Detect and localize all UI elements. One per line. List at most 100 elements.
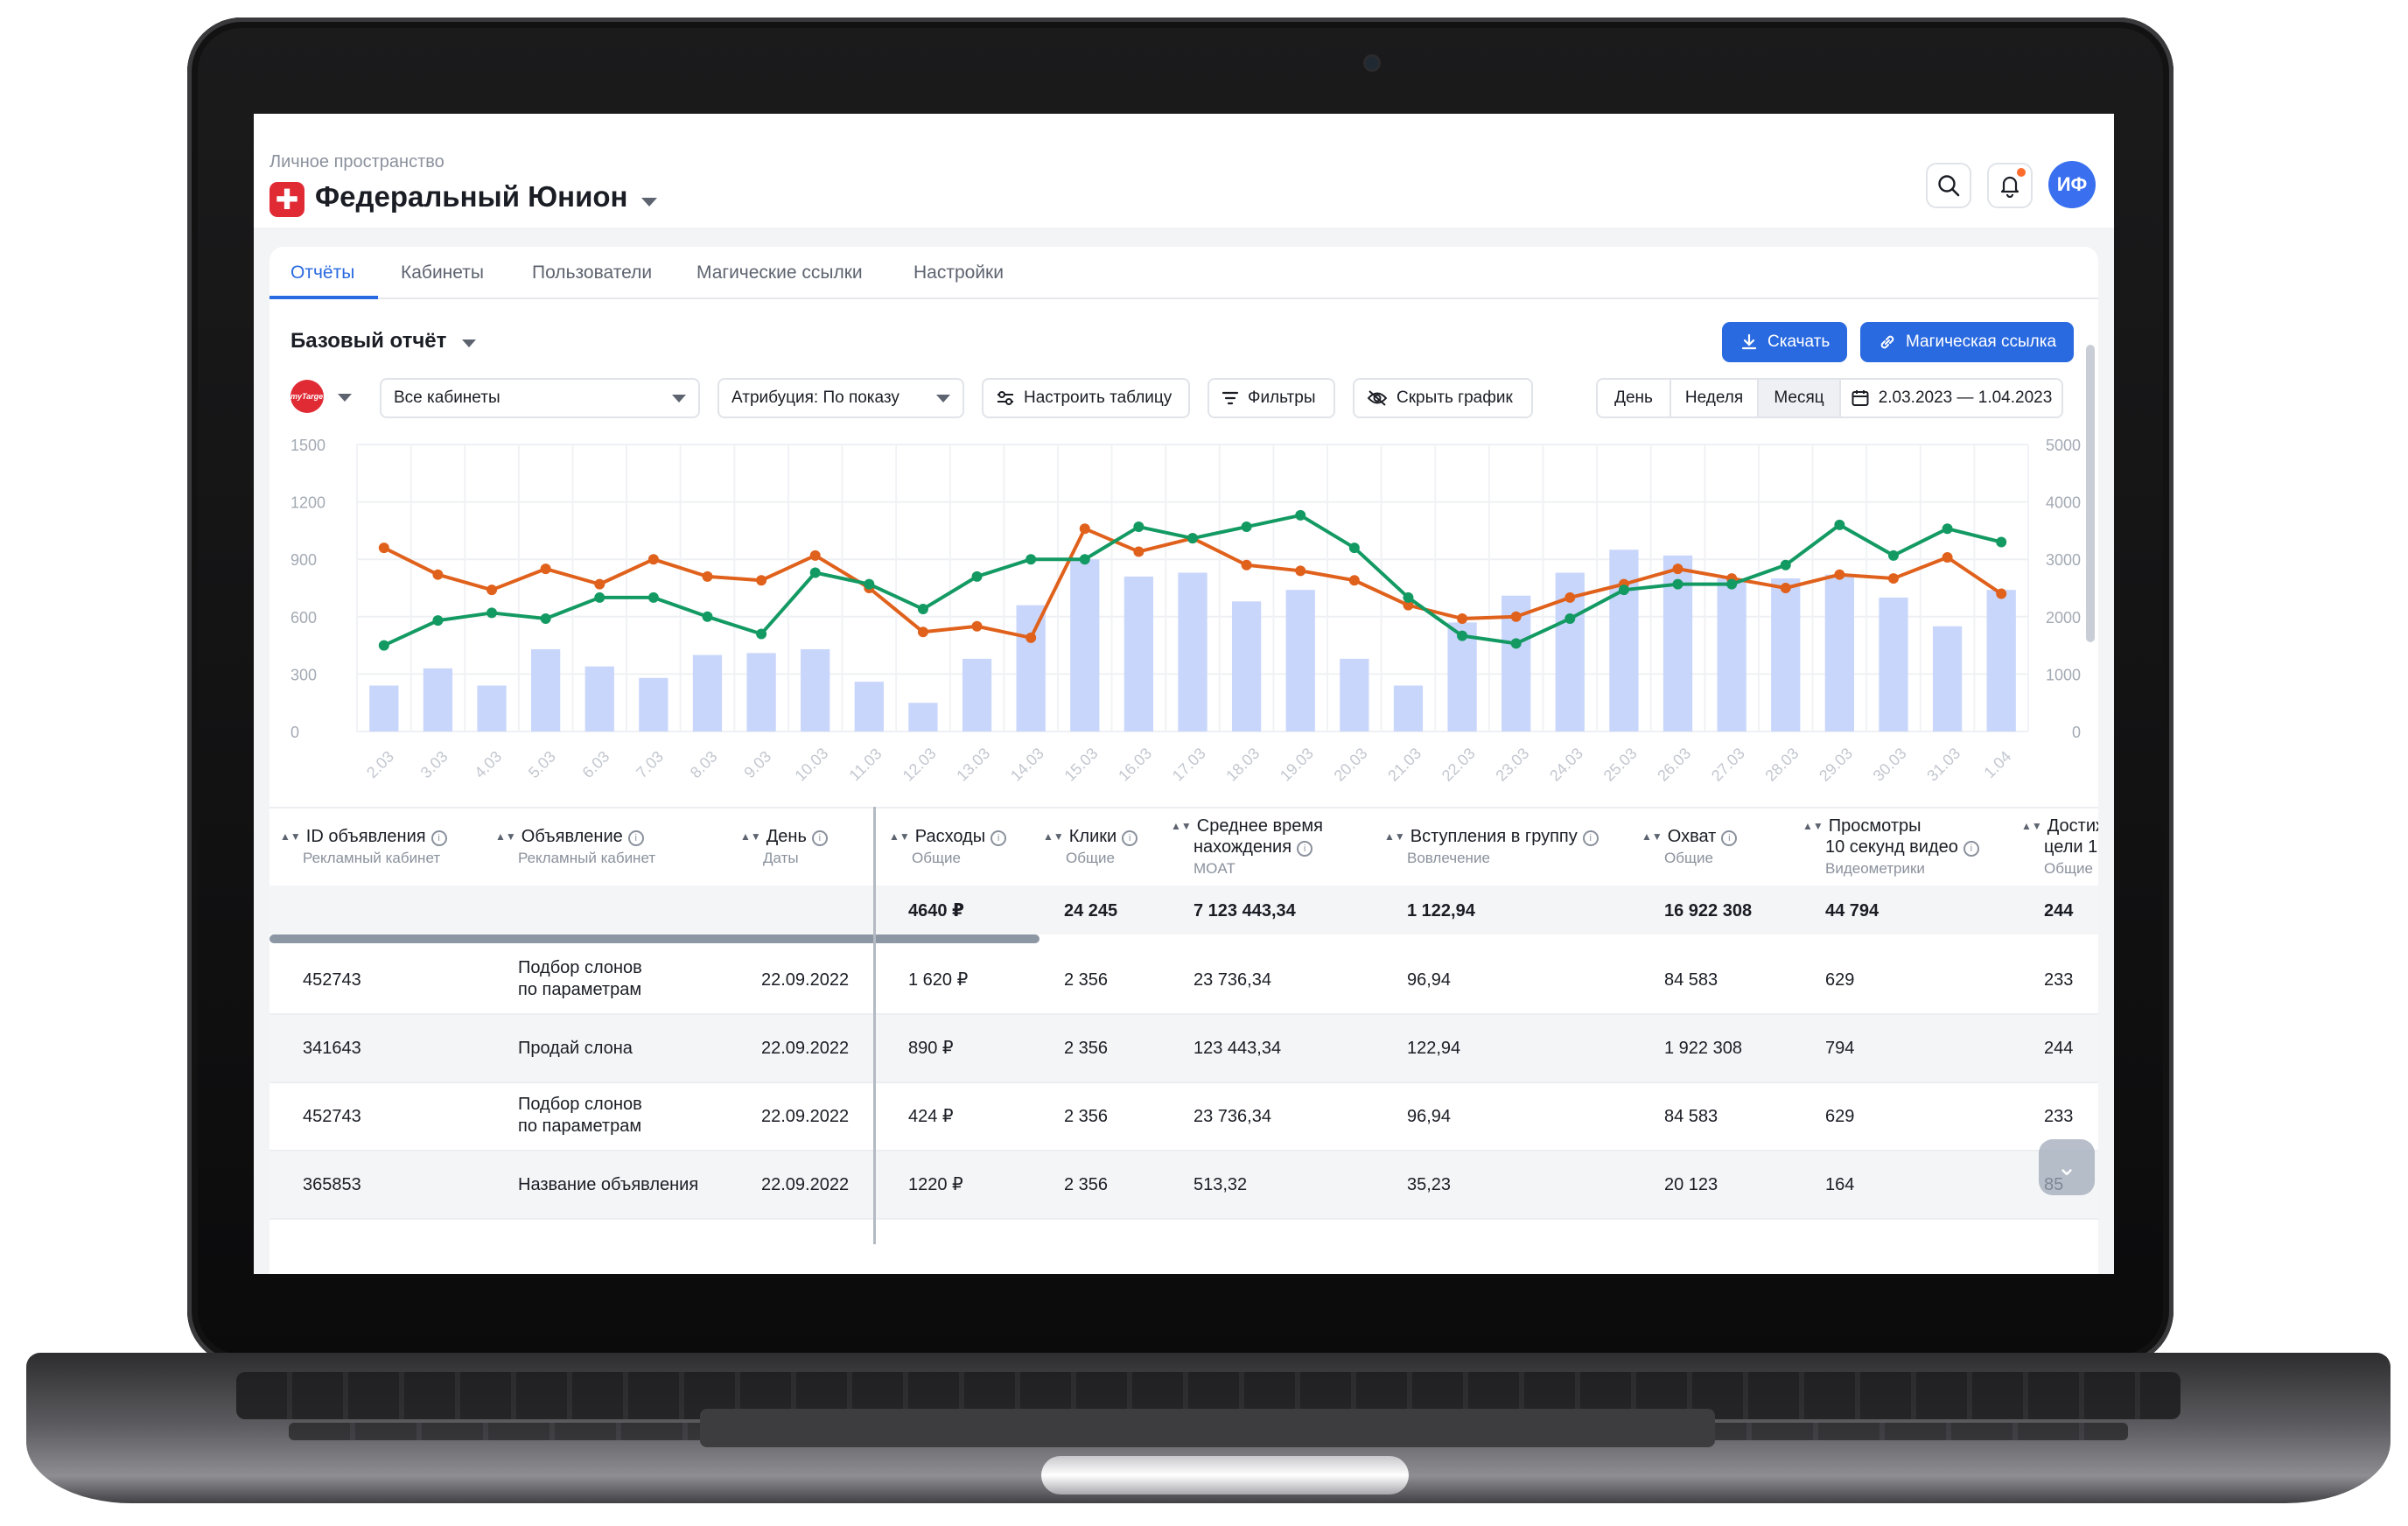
chart-point bbox=[756, 628, 767, 640]
laptop-screen: Личное пространство ✚ Федеральный Юнион … bbox=[254, 114, 2114, 1274]
x-tick-label: 5.03 bbox=[525, 747, 559, 781]
chart-bar bbox=[962, 658, 992, 732]
table-row[interactable]: 452743 Подбор слонов по параметрам 22.09.… bbox=[270, 1083, 2098, 1152]
col-video-views[interactable]: ▲▼ Просмотры 10 секунд видео i Видеометрик… bbox=[1802, 816, 1979, 879]
magic-link-button[interactable]: Магическая ссылка bbox=[1860, 322, 2075, 362]
workspace-title[interactable]: Федеральный Юнион bbox=[315, 180, 628, 213]
col-goal[interactable]: ▲▼ Достиж цели 1 Общие bbox=[2021, 816, 2098, 879]
period-day[interactable]: День bbox=[1596, 378, 1671, 418]
x-tick-label: 28.03 bbox=[1762, 745, 1802, 785]
total-video-views: 44 794 bbox=[1825, 901, 1880, 920]
scroll-down-button[interactable]: ⌄ bbox=[2039, 1139, 2095, 1195]
search-button[interactable] bbox=[1926, 163, 1971, 208]
cell-ad-line2: по параметрам bbox=[518, 1116, 642, 1136]
x-tick-label: 25.03 bbox=[1600, 745, 1641, 785]
chart-point bbox=[1726, 578, 1738, 590]
avatar[interactable]: ИФ bbox=[2048, 161, 2096, 208]
chart-bar bbox=[1393, 685, 1424, 732]
y-left-tick-label: 1500 bbox=[290, 437, 326, 454]
cell-group-joins: 96,94 bbox=[1407, 1107, 1452, 1126]
notifications-button[interactable] bbox=[1987, 163, 2033, 208]
workspace-dropdown-caret-icon[interactable] bbox=[641, 198, 657, 206]
cell-ad-id: 452743 bbox=[303, 1107, 361, 1126]
chart-point bbox=[1942, 552, 1953, 564]
report-title[interactable]: Базовый отчёт bbox=[290, 329, 447, 353]
col-ad[interactable]: ▲▼ Объявление i Рекламный кабинет bbox=[495, 826, 655, 869]
y-right-tick-label: 2000 bbox=[2046, 609, 2081, 626]
col-avg-time[interactable]: ▲▼ Среднее время нахождения i MOAT bbox=[1171, 816, 1323, 879]
configure-table-button[interactable]: Настроить таблицу bbox=[982, 378, 1190, 418]
x-tick-label: 22.03 bbox=[1438, 745, 1479, 785]
tab-magic-links[interactable]: Магические ссылки bbox=[696, 262, 863, 283]
col-day[interactable]: ▲▼ День i Даты bbox=[740, 826, 828, 869]
chart-point bbox=[1564, 612, 1576, 624]
tab-settings[interactable]: Настройки bbox=[914, 262, 1004, 283]
cabinets-select[interactable]: Все кабинеты bbox=[380, 378, 700, 418]
col-spend[interactable]: ▲▼ Расходы i Общие bbox=[889, 826, 1007, 869]
frozen-columns-divider bbox=[873, 807, 876, 1244]
hide-chart-label: Скрыть график bbox=[1396, 388, 1513, 407]
total-reach: 16 922 308 bbox=[1664, 901, 1753, 920]
period-month[interactable]: Месяц bbox=[1757, 378, 1841, 418]
tab-cabinets[interactable]: Кабинеты bbox=[401, 262, 484, 283]
report-dropdown-caret-icon[interactable] bbox=[462, 340, 476, 347]
vertical-scrollbar-thumb[interactable] bbox=[2086, 345, 2095, 642]
col-clicks-sub: Общие bbox=[1066, 850, 1115, 866]
info-icon: i bbox=[430, 830, 447, 846]
y-right-tick-label: 5000 bbox=[2046, 437, 2081, 454]
cell-clicks: 2 356 bbox=[1064, 1175, 1109, 1194]
col-group-joins[interactable]: ▲▼ Вступления в группу i Вовлечение bbox=[1384, 826, 1599, 869]
platform-logo[interactable]: myTarget bbox=[290, 380, 326, 413]
x-tick-label: 2.03 bbox=[363, 747, 397, 781]
x-tick-label: 1.04 bbox=[1980, 747, 2014, 781]
table-row[interactable]: 452743 Подбор слонов по параметрам 22.09.… bbox=[270, 947, 2098, 1015]
col-ad-sub: Рекламный кабинет bbox=[518, 850, 656, 866]
cell-spend: 890 ₽ bbox=[908, 1039, 954, 1058]
table-row[interactable]: 341643 Продай слона 22.09.2022 890 ₽ 2 3… bbox=[270, 1015, 2098, 1083]
cell-spend: 1220 ₽ bbox=[908, 1175, 963, 1194]
horizontal-scrollbar[interactable] bbox=[270, 934, 2098, 943]
x-tick-label: 20.03 bbox=[1331, 745, 1371, 785]
lid-notch bbox=[1041, 1456, 1409, 1494]
chart-bar bbox=[639, 677, 668, 732]
cell-day: 22.09.2022 bbox=[761, 1107, 850, 1126]
info-icon: i bbox=[1721, 830, 1738, 846]
x-tick-label: 11.03 bbox=[846, 745, 886, 784]
download-button[interactable]: Скачать bbox=[1722, 322, 1848, 362]
col-spend-sub: Общие bbox=[912, 850, 961, 866]
chart-point bbox=[1672, 564, 1684, 575]
chart-point bbox=[648, 554, 659, 565]
col-video-views-title2: 10 секунд видео bbox=[1825, 837, 1958, 857]
table-row[interactable]: 365853 Название объявления 22.09.2022 12… bbox=[270, 1152, 2098, 1220]
period-week[interactable]: Неделя bbox=[1670, 378, 1759, 418]
date-range-picker[interactable]: 2.03.2023 — 1.04.2023 bbox=[1839, 378, 2063, 418]
chart-point bbox=[1348, 542, 1360, 554]
chart-point bbox=[1403, 592, 1414, 603]
col-clicks[interactable]: ▲▼ Клики i Общие bbox=[1043, 826, 1138, 869]
chart-point bbox=[1079, 554, 1090, 565]
chart-point bbox=[1133, 546, 1144, 557]
horizontal-scrollbar-thumb[interactable] bbox=[270, 934, 1040, 943]
tab-users[interactable]: Пользователи bbox=[532, 262, 653, 283]
x-tick-label: 21.03 bbox=[1384, 745, 1424, 785]
hide-chart-button[interactable]: Скрыть график bbox=[1353, 378, 1533, 418]
chart-point bbox=[1996, 588, 2007, 599]
x-tick-label: 23.03 bbox=[1492, 745, 1532, 785]
sort-icon: ▲▼ bbox=[1642, 830, 1662, 843]
chart-point bbox=[1834, 569, 1845, 580]
chart-bar bbox=[1340, 658, 1369, 732]
chart-point bbox=[1187, 533, 1198, 544]
chart-point bbox=[702, 611, 713, 622]
filters-button[interactable]: Фильтры bbox=[1208, 378, 1335, 418]
chart-point bbox=[1026, 554, 1037, 565]
y-left-tick-label: 600 bbox=[290, 609, 317, 626]
attribution-select[interactable]: Атрибуция: По показу bbox=[718, 378, 964, 418]
x-tick-label: 7.03 bbox=[633, 747, 667, 781]
search-icon bbox=[1938, 175, 1960, 197]
col-reach[interactable]: ▲▼ Охват i Общие bbox=[1642, 826, 1738, 869]
tab-reports[interactable]: Отчёты bbox=[290, 262, 355, 283]
chart-point bbox=[486, 584, 498, 596]
platform-caret-icon[interactable] bbox=[338, 394, 352, 402]
cell-group-joins: 122,94 bbox=[1407, 1039, 1461, 1058]
col-ad-id[interactable]: ▲▼ ID объявления i Рекламный кабинет bbox=[280, 826, 447, 869]
